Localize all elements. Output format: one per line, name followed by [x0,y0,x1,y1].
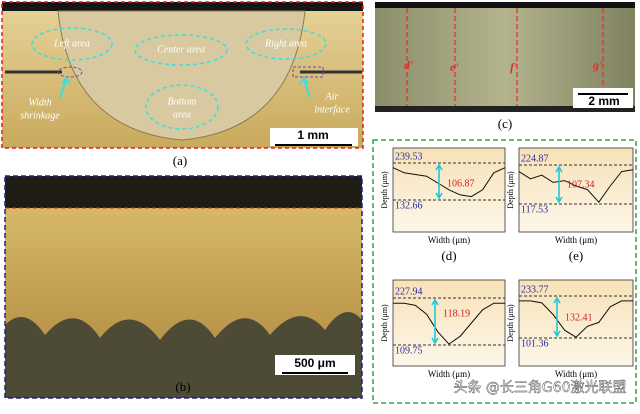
region-ellipse [245,28,327,60]
panel-b: 500 μm (b) [4,175,363,399]
region-ellipse [134,34,228,66]
difference-value: 118.19 [443,308,470,319]
region-label: area [173,109,191,120]
bottom-value: 101.36 [521,338,549,349]
panel-label: (e) [569,248,583,263]
x-axis-label: Width (μm) [555,369,597,379]
frame [372,139,637,404]
section-label: e' [450,60,459,74]
x-axis-label: Width (μm) [428,369,470,379]
region-ellipse [31,27,113,61]
plot-area [392,279,506,367]
scale-box [275,355,355,375]
panel-c: d' e' f' g' 2 mm (c) [375,2,635,131]
edge [375,106,635,112]
region-label: Left area [53,38,90,49]
section-label: d' [404,58,414,72]
top-value: 239.53 [395,151,423,162]
profile-curve [518,169,634,203]
annotation: interface [314,104,350,115]
annotation: shrinkage [20,110,60,121]
region-label: Right area [264,38,307,49]
top-value: 224.87 [521,153,549,164]
depth-arrow [553,296,561,338]
scale-label: 500 μm [294,356,335,370]
depth-arrow [555,165,563,204]
region-label: Bottom [168,96,197,107]
y-axis-label: Depth (μm) [380,304,389,342]
panel-a: Left area Center area Right area Bottom … [1,1,364,168]
panel-label: (a) [173,153,187,168]
region-label: Center area [157,44,205,55]
difference-value: 107.34 [567,179,595,190]
bottom-value: 109.75 [395,345,423,356]
bottom-value: 132.66 [395,200,423,211]
panel-label: (b) [175,379,190,394]
surface-band [5,176,362,208]
region-ellipse [145,84,219,130]
scale-label: 2 mm [588,94,619,108]
surface-band [2,2,363,11]
top-value: 233.77 [521,284,549,295]
watermark: 头条 @长三角G60激光联盟 [453,379,626,396]
profile-curve [392,167,506,198]
frame [1,1,364,149]
plot-area [518,147,634,233]
highlight [57,66,83,78]
edge [375,2,635,8]
highlight [292,66,324,78]
depth-arrow [435,163,443,200]
panel-label: (c) [498,116,512,131]
profile-curve [393,302,505,345]
x-axis-label: Width (μm) [555,235,597,245]
difference-value: 106.87 [447,178,475,189]
deposit [5,208,362,340]
scale-label: 1 mm [297,128,328,142]
profiles: 239.53 132.66 106.87 Depth (μm) Width (μm) (d… [380,147,634,379]
bottom-value: 117.53 [521,204,548,215]
depth-arrow [431,298,439,345]
arrow [299,76,311,99]
y-axis-label: Depth (μm) [380,171,389,209]
x-axis-label: Width (μm) [428,235,470,245]
plot-area [518,279,634,367]
arrow [59,76,71,99]
section-label: g' [592,58,603,72]
y-axis-label: Depth (μm) [506,171,515,209]
scale-box [270,128,358,146]
top-value: 227.94 [395,286,423,297]
section-label: f' [510,60,518,74]
y-axis-label: Depth (μm) [506,304,515,342]
frame [4,175,363,399]
annotation: Air [325,91,339,102]
difference-value: 132.41 [565,312,593,323]
panel-label: (d) [441,248,456,263]
annotation: Width [28,97,51,108]
profile-curve [519,300,633,338]
